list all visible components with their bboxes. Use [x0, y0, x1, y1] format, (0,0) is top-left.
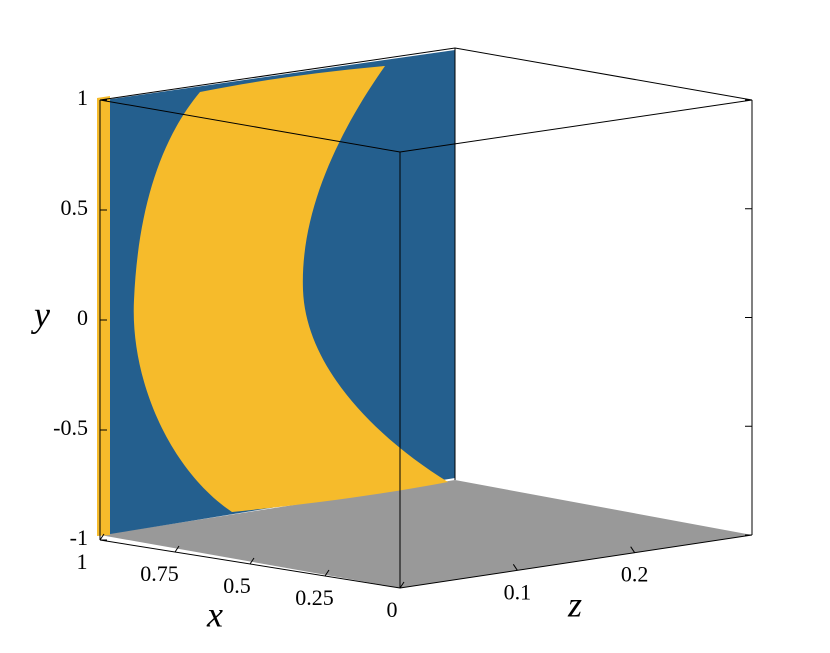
- x-tick: [99, 533, 105, 541]
- x-tick: [249, 557, 255, 565]
- x-tick-label: 0.75: [140, 561, 179, 586]
- y-tick-label: -1: [70, 525, 88, 550]
- y-tick-label: 0.5: [61, 195, 89, 220]
- z-tick-label: 0.2: [621, 562, 649, 587]
- y-tick-label: 1: [77, 85, 88, 110]
- yellow-strip: [97, 96, 110, 536]
- z-tick: [630, 546, 636, 553]
- x-tick-label: 0.25: [295, 585, 334, 610]
- z-axis-label: z: [567, 584, 582, 624]
- x-tick-label: 1: [77, 549, 88, 574]
- x-tick: [174, 545, 180, 553]
- x-tick-label: 0: [387, 597, 398, 622]
- y-axis-label: y: [31, 294, 50, 334]
- x-tick: [324, 569, 330, 577]
- x-tick: [399, 581, 405, 589]
- floor: [100, 480, 752, 588]
- x-axis-label: x: [206, 594, 223, 634]
- z-tick-label: 0.1: [504, 579, 532, 604]
- z-tick: [512, 564, 518, 571]
- y-tick-label: -0.5: [53, 415, 88, 440]
- yellow-surface: [133, 66, 449, 512]
- y-tick-label: 0: [77, 305, 88, 330]
- x-tick-label: 0.5: [223, 573, 251, 598]
